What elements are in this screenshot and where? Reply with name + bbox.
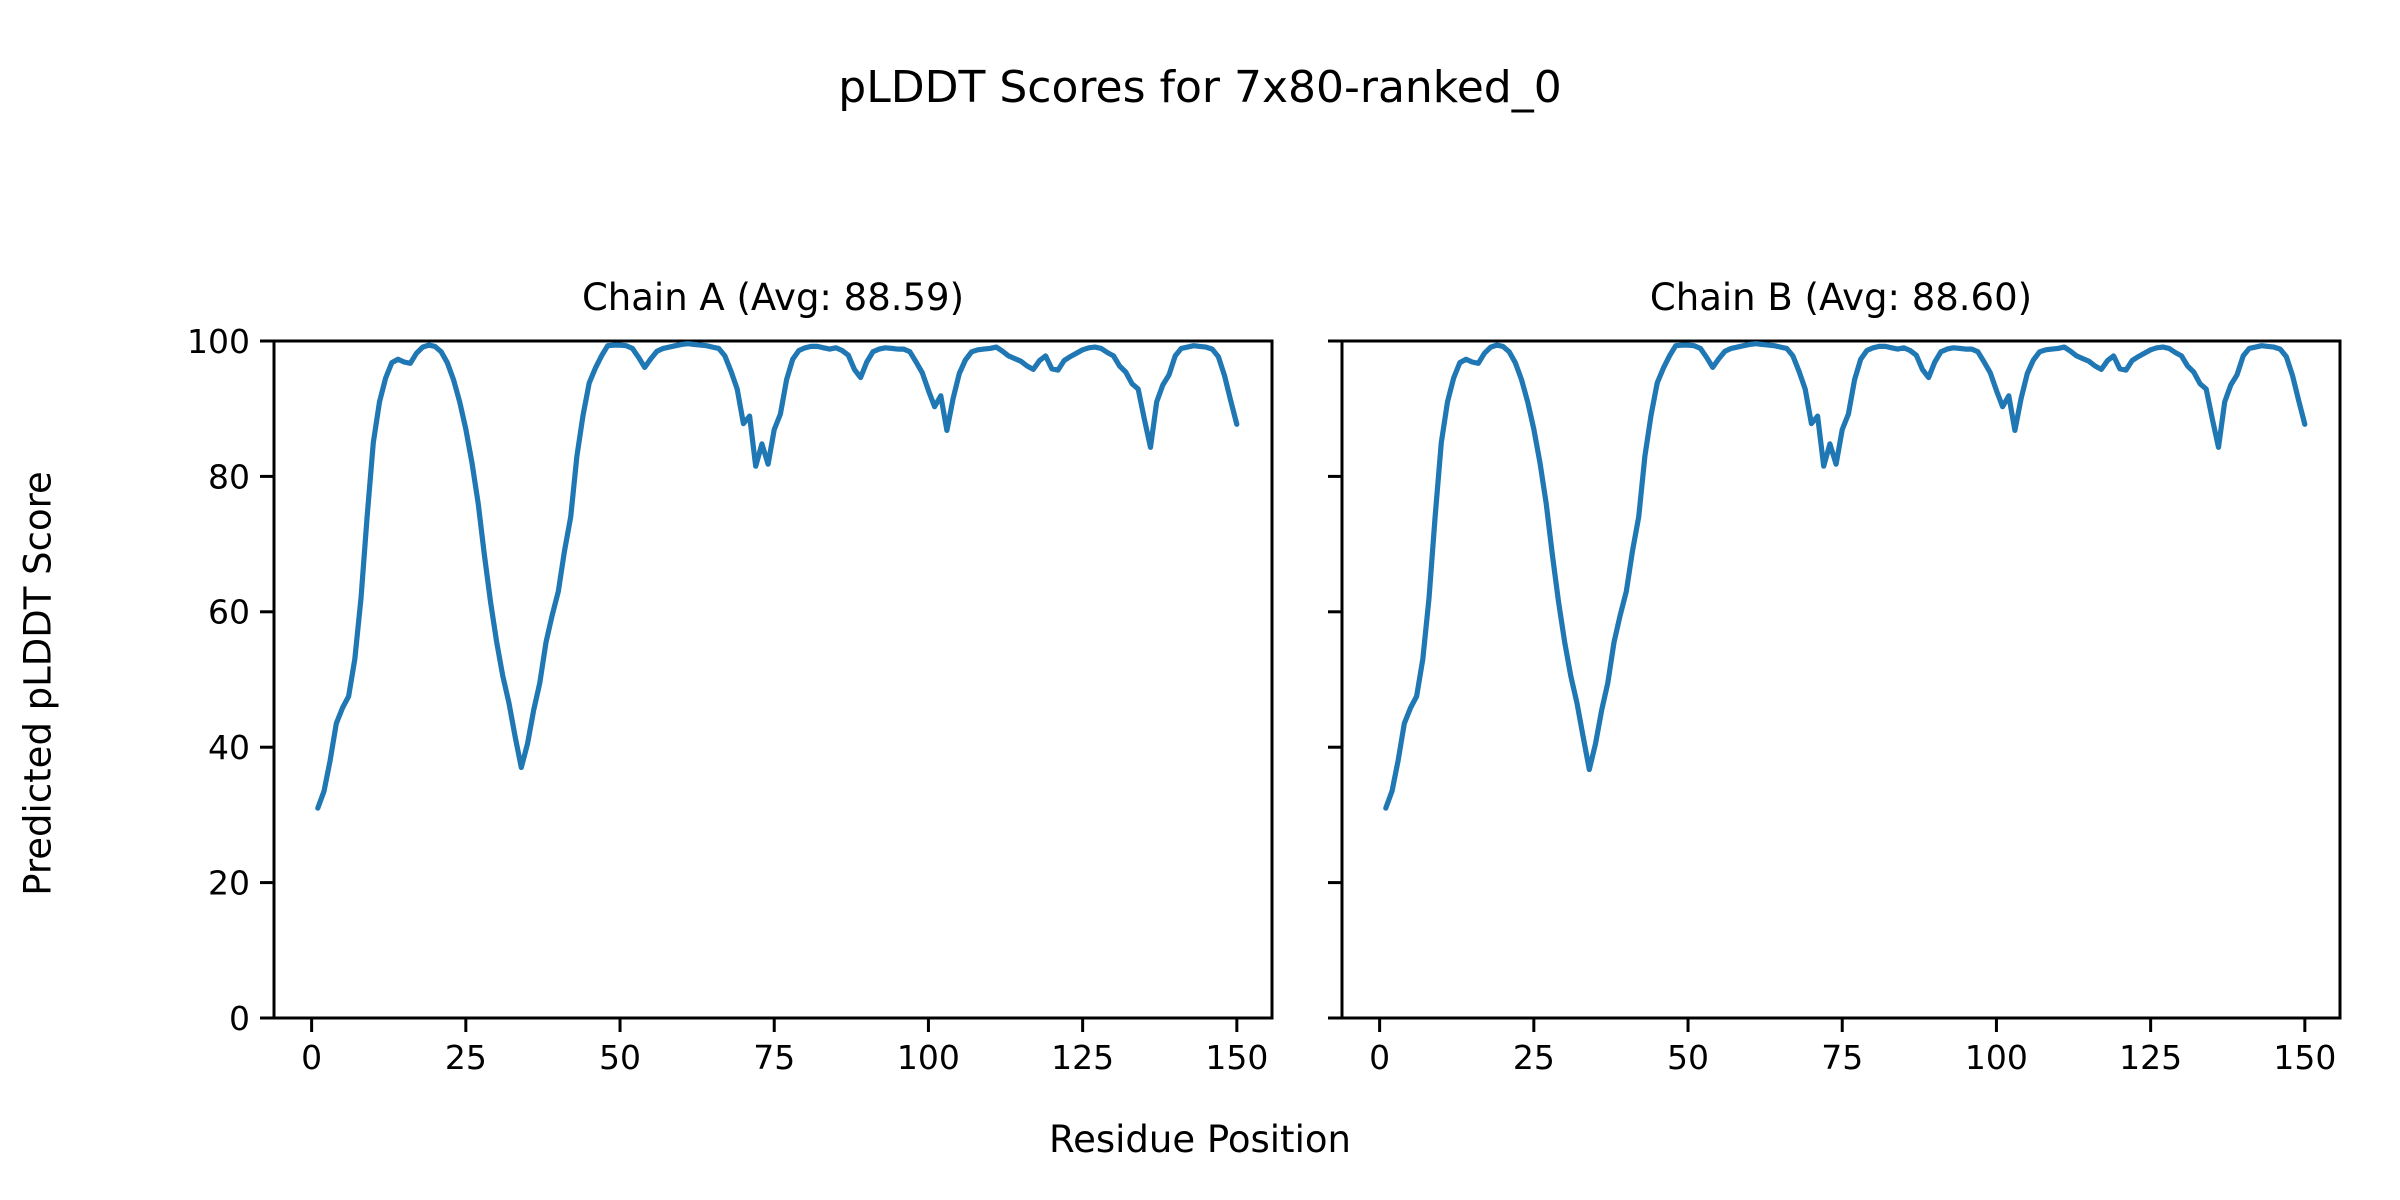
y-tick-label: 40 [208,728,250,767]
y-tick-label: 80 [208,457,250,496]
y-tick-label: 100 [187,322,250,361]
chain-b-plddt-line [1383,341,2308,811]
x-tick-label: 100 [897,1038,960,1077]
chain-b-y-ticks [1328,339,1342,1020]
chain-a-x-ticks: 0 25 50 75 100 125 150 [301,1018,1268,1077]
x-tick-label: 150 [1205,1038,1268,1077]
x-tick-label: 100 [1965,1038,2028,1077]
x-tick-label: 125 [1051,1038,1114,1077]
chain-a-plddt-line [315,341,1240,811]
x-tick-label: 75 [1821,1038,1863,1077]
chain-b-x-ticks: 0 25 50 75 100 125 150 [1369,1018,2336,1077]
x-tick-label: 150 [2273,1038,2336,1077]
x-tick-label: 50 [1667,1038,1709,1077]
figure-title: pLDDT Scores for 7x80-ranked_0 [838,62,1562,113]
chain-b-axes: 0 25 50 75 100 125 150 [1328,339,2342,1077]
chain-b-title: Chain B (Avg: 88.60) [1649,276,2033,319]
x-tick-label: 50 [599,1038,641,1077]
chain-a-y-ticks: 0 20 40 60 80 100 [187,322,274,1038]
chain-a-axes: 0 25 50 75 100 125 150 0 20 40 60 80 100 [187,322,1274,1077]
x-tick-label: 25 [1513,1038,1555,1077]
x-tick-label: 0 [301,1038,322,1077]
chain-a-title: Chain A (Avg: 88.59) [581,276,965,319]
x-tick-label: 75 [753,1038,795,1077]
x-tick-label: 125 [2119,1038,2182,1077]
y-tick-label: 20 [208,863,250,902]
y-tick-label: 60 [208,593,250,632]
x-tick-label: 0 [1369,1038,1390,1077]
x-axis-label: Residue Position [1049,1118,1351,1161]
x-tick-label: 25 [445,1038,487,1077]
y-tick-label: 0 [229,999,250,1038]
